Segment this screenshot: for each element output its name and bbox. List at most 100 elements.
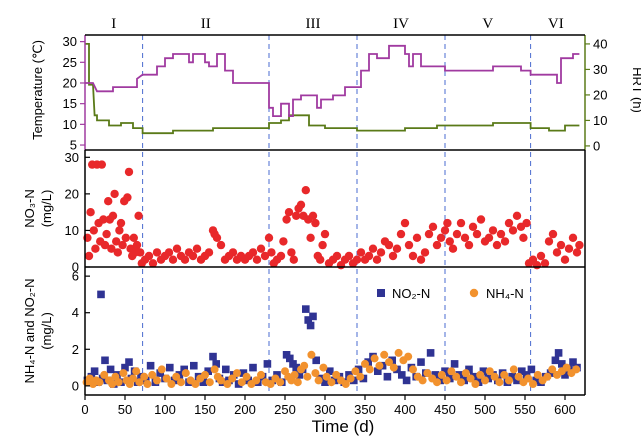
no3-data-point — [400, 218, 410, 228]
nh4-data-point — [276, 378, 285, 387]
nh4-data-point — [548, 365, 557, 374]
no3-data-point — [152, 248, 162, 257]
no3-data-point — [267, 248, 276, 257]
no3-data-point — [112, 237, 121, 246]
no3-tick-label: 10 — [65, 223, 79, 238]
no3-data-point — [121, 233, 130, 242]
nh4-data-point — [447, 367, 456, 376]
temperature-line — [85, 44, 580, 117]
no3-data-point — [292, 211, 301, 220]
nh4-data-point — [167, 380, 176, 388]
no3-data-point — [99, 215, 108, 224]
nh4-data-point — [319, 363, 328, 372]
no3-data-point — [164, 248, 174, 257]
legend-nh4-marker — [469, 288, 479, 298]
nh4-data-point — [332, 370, 341, 379]
nh4-data-point — [119, 369, 128, 378]
no3-data-point — [432, 240, 442, 250]
no3-data-point — [91, 244, 100, 253]
no2-data-point — [156, 369, 164, 377]
no3-data-point — [392, 244, 402, 253]
nh4-data-point — [162, 374, 171, 383]
phase-label: III — [306, 16, 321, 32]
no3-data-point — [468, 222, 478, 231]
nh4-data-point — [157, 365, 166, 374]
no2-data-point — [106, 365, 115, 374]
nh4-data-point — [257, 370, 265, 379]
nh4-data-point — [404, 352, 413, 361]
temperature-axis-label: Temperature (℃) — [30, 40, 45, 140]
x-tick-label: 50 — [118, 402, 132, 417]
no3-data-point — [132, 240, 142, 250]
nh4-data-point — [210, 365, 219, 374]
no3-data-point — [556, 240, 566, 250]
no3-data-point — [548, 229, 558, 239]
nh4-data-point — [476, 370, 485, 379]
no2-data-point — [554, 349, 563, 357]
nh4-data-point — [351, 367, 360, 376]
no3-data-point — [118, 240, 127, 250]
no3-data-point — [472, 229, 482, 239]
nh4-data-point — [361, 359, 369, 368]
no3-data-point — [568, 233, 578, 242]
no2-data-point — [286, 354, 294, 363]
no3-data-point — [476, 215, 486, 224]
no3-data-point — [228, 248, 238, 257]
no2-data-point — [295, 371, 304, 379]
nh4-data-point — [457, 378, 465, 387]
no3-data-point — [212, 233, 222, 242]
nh4-data-point — [100, 370, 109, 379]
no2-data-point — [239, 369, 248, 377]
x-tick-label: 300 — [314, 402, 336, 417]
nh4-data-point — [481, 376, 489, 385]
no3-data-point — [443, 218, 452, 228]
nh4-data-point — [466, 374, 475, 383]
no2-data-point — [212, 360, 220, 368]
no2-data-point — [417, 358, 425, 366]
legend-no2-marker — [377, 289, 385, 297]
no3-data-point — [532, 261, 542, 270]
no2-data-point — [190, 361, 198, 370]
no3-data-point — [260, 251, 270, 261]
no2-data-point — [431, 371, 440, 379]
no2-data-point — [249, 363, 257, 372]
legend-no2-label: NO₂-N — [392, 286, 430, 301]
x-tick-label: 500 — [474, 402, 496, 417]
no3-data-point — [279, 237, 288, 246]
no3-data-point — [129, 233, 138, 242]
no3-data-point — [123, 193, 132, 202]
nh4-data-point — [346, 374, 355, 383]
no3-data-point — [306, 233, 315, 242]
no3-data-point — [180, 255, 190, 264]
no2-data-point — [199, 378, 208, 386]
no3-data-point — [289, 255, 298, 264]
nh4-data-point — [237, 378, 246, 387]
no2-data-point — [479, 367, 488, 375]
nh4-data-point — [177, 378, 185, 387]
no2-data-point — [222, 365, 230, 374]
no2-data-point — [166, 363, 174, 372]
x-tick-label: 350 — [354, 402, 376, 417]
nh4-data-point — [303, 372, 312, 381]
no2-data-point — [374, 367, 382, 375]
hrt-line — [85, 43, 580, 135]
nh4-data-point — [108, 380, 117, 388]
no3-data-point — [420, 248, 430, 257]
x-tick-label: 200 — [234, 402, 256, 417]
no3-data-point — [464, 240, 474, 250]
nh4-data-point — [365, 365, 374, 374]
x-tick-label: 0 — [81, 402, 88, 417]
no3-data-point — [264, 233, 274, 242]
no3-data-point — [352, 255, 362, 264]
nh4-data-point — [409, 365, 417, 374]
no2-data-point — [146, 361, 155, 370]
no3-data-point — [311, 218, 320, 228]
nh4-data-point — [228, 374, 237, 383]
no3-data-point — [108, 211, 118, 220]
no3-data-point — [320, 229, 330, 239]
nh4-data-point — [509, 365, 518, 374]
no3-data-point — [332, 251, 342, 261]
n-tick-label: 6 — [72, 269, 79, 284]
no3-data-point — [560, 255, 570, 264]
